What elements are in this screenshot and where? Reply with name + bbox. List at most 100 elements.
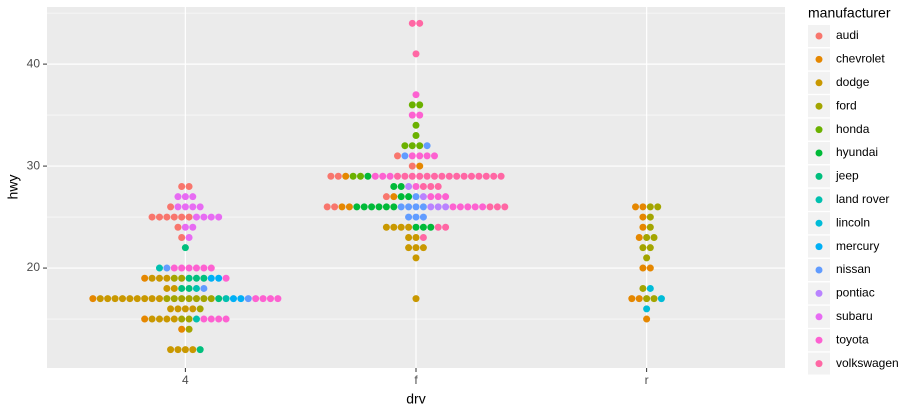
dot [192, 295, 200, 303]
dot [155, 274, 163, 282]
dot [427, 223, 435, 231]
legend-label: honda [836, 122, 870, 136]
dot [200, 213, 208, 221]
dot [643, 295, 651, 303]
dot [471, 203, 479, 211]
dot [646, 213, 654, 221]
dot [141, 295, 149, 303]
dot [639, 203, 647, 211]
legend-dot [815, 196, 823, 204]
dot [408, 19, 416, 27]
x-axis-title: drv [406, 391, 425, 407]
dot [497, 172, 505, 180]
dot [419, 213, 427, 221]
dot [163, 264, 171, 272]
dot [334, 172, 342, 180]
dot [427, 203, 435, 211]
dot [419, 203, 427, 211]
dot [643, 233, 651, 241]
dot [479, 203, 487, 211]
legend-dot [815, 266, 823, 274]
dot [643, 305, 651, 313]
dot [635, 295, 643, 303]
dot [200, 264, 208, 272]
dot [639, 264, 647, 272]
dot [126, 295, 134, 303]
dot [222, 274, 230, 282]
dot [408, 162, 416, 170]
dot [416, 162, 424, 170]
dot [174, 193, 182, 201]
dot [185, 264, 193, 272]
dot [215, 213, 223, 221]
dot [390, 182, 398, 190]
dot [493, 203, 501, 211]
dot [148, 213, 156, 221]
dot [419, 182, 427, 190]
dot [416, 172, 424, 180]
dot [196, 346, 204, 354]
dot [170, 315, 178, 323]
dot [252, 295, 260, 303]
dot [155, 315, 163, 323]
dot [419, 193, 427, 201]
dot [185, 213, 193, 221]
dot [323, 203, 331, 211]
dot [643, 315, 651, 323]
legend-dot [815, 55, 823, 63]
dot [412, 223, 420, 231]
dot [405, 182, 413, 190]
dot [412, 295, 420, 303]
dot [394, 172, 401, 180]
dot [408, 101, 416, 109]
legend-dot [815, 79, 823, 87]
dot [654, 203, 662, 211]
dot [632, 203, 640, 211]
dot [412, 193, 420, 201]
legend-dot [815, 336, 823, 344]
dot [646, 264, 654, 272]
legend-dot [815, 313, 823, 321]
legend-label: ford [836, 98, 857, 112]
dot [345, 203, 353, 211]
dot [412, 244, 420, 252]
dot [178, 325, 186, 333]
dot [104, 295, 112, 303]
dot [148, 274, 156, 282]
dot [382, 193, 390, 201]
dot [468, 172, 475, 180]
dot [200, 274, 208, 282]
dot [434, 203, 442, 211]
dot [412, 203, 420, 211]
dot [222, 295, 230, 303]
dot [639, 213, 647, 221]
dot [382, 223, 390, 231]
dot [379, 172, 387, 180]
dot [639, 284, 647, 292]
dot [390, 203, 398, 211]
dot [163, 213, 171, 221]
legend-dot [815, 360, 823, 368]
dot [207, 264, 215, 272]
dot [185, 274, 193, 282]
dot [423, 152, 431, 160]
dot [174, 346, 182, 354]
y-tick-label: 40 [27, 56, 41, 70]
dot [419, 244, 427, 252]
dot [650, 295, 658, 303]
dot [207, 213, 215, 221]
dot [274, 295, 282, 303]
dot [181, 203, 189, 211]
dot [331, 203, 339, 211]
dots [89, 19, 665, 354]
dot [501, 203, 509, 211]
dot [646, 284, 654, 292]
dot [657, 295, 665, 303]
dot [397, 182, 405, 190]
legend-label: toyota [836, 332, 869, 346]
y-axis-title: hwy [5, 175, 21, 200]
dot [646, 203, 654, 211]
dot [419, 233, 427, 241]
dot [155, 295, 163, 303]
